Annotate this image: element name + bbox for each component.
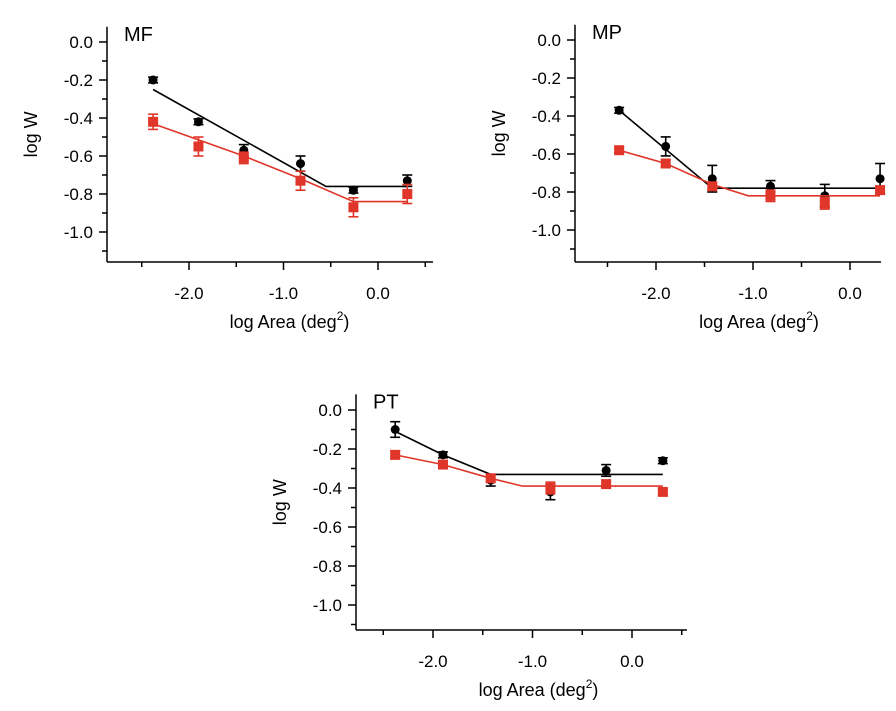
y-tick-label: 0.0 (537, 31, 561, 50)
data-point (875, 174, 885, 184)
x-tick-label: -1.0 (518, 652, 547, 671)
data-point (545, 483, 556, 493)
y-tick-label: -0.4 (313, 479, 342, 498)
fit-line (152, 122, 408, 203)
data-point (295, 175, 306, 186)
x-axis-title: log Area (deg2) (479, 677, 599, 700)
y-tick-label: -0.4 (64, 109, 93, 128)
y-tick-label: -0.4 (532, 107, 561, 126)
data-point (765, 181, 775, 191)
data-point (148, 75, 158, 85)
data-point (437, 459, 448, 470)
series-0 (614, 105, 886, 208)
x-tick-label: -1.0 (269, 284, 298, 303)
y-axis-title: log W (21, 111, 41, 157)
x-axis-title-close: ) (592, 680, 598, 700)
data-point (601, 465, 611, 475)
data-point (402, 189, 413, 199)
panel-title: MP (592, 22, 622, 44)
y-tick-label: -1.0 (313, 596, 342, 615)
y-tick-label: -0.6 (313, 518, 342, 537)
fit-line (152, 88, 408, 188)
y-tick-label: -0.8 (64, 185, 93, 204)
x-axis-title: log Area (deg2) (230, 309, 350, 332)
x-axis-title-superscript: 2 (337, 309, 344, 323)
y-tick-label: -1.0 (64, 223, 93, 242)
x-tick-label: 0.0 (366, 284, 390, 303)
data-point (661, 141, 671, 151)
y-tick-label: -0.2 (532, 69, 561, 88)
x-axis-title-superscript: 2 (806, 309, 813, 323)
x-axis-title-main: log Area (deg (230, 312, 337, 332)
data-point (601, 479, 612, 490)
data-point (193, 117, 203, 127)
data-point (707, 181, 718, 192)
y-axis-title: log W (270, 479, 290, 525)
y-tick-label: 0.0 (69, 33, 93, 52)
x-axis-title-main: log Area (deg (479, 680, 586, 700)
series-0 (390, 420, 668, 501)
panel-title: MF (124, 24, 153, 46)
series-0 (148, 75, 413, 195)
y-tick-label: -0.8 (313, 557, 342, 576)
x-tick-label: -2.0 (641, 284, 670, 303)
data-point (348, 185, 358, 195)
x-axis-title-main: log Area (deg (699, 312, 806, 332)
series-1 (148, 113, 413, 218)
data-point (875, 185, 886, 196)
data-point (438, 450, 448, 460)
data-point (390, 449, 401, 460)
data-point (765, 190, 776, 201)
data-point (707, 174, 717, 184)
data-point (819, 198, 830, 209)
y-tick-label: -0.8 (532, 183, 561, 202)
data-point (296, 159, 306, 169)
panel-title: PT (373, 391, 399, 413)
data-point (660, 158, 671, 169)
y-tick-label: -0.6 (532, 145, 561, 164)
fit-line (394, 430, 663, 476)
data-point (614, 105, 624, 115)
panel-pt: 0.0 -0.2 -0.4 -0.6 -0.8 -1.0 -2.0 -1.0 0.0 log W l… (270, 391, 687, 700)
series-1 (614, 145, 886, 210)
x-tick-label: 0.0 (620, 652, 644, 671)
data-point (238, 152, 249, 163)
x-axis-title: log Area (deg2) (699, 309, 819, 332)
data-point (148, 116, 159, 127)
y-tick-label: 0.0 (318, 401, 342, 420)
data-point (390, 425, 400, 434)
data-point (402, 176, 412, 186)
x-tick-label: -1.0 (738, 284, 767, 303)
fit-line (618, 109, 881, 189)
panel-mp: 0.0 -0.2 -0.4 -0.6 -0.8 -1.0 -2.0 -1.0 0.0 log W l… (489, 22, 886, 332)
x-tick-label: -2.0 (174, 284, 203, 303)
x-axis-title-close: ) (343, 312, 349, 332)
series-1 (390, 449, 668, 497)
x-tick-label: 0.0 (838, 284, 862, 303)
data-point (658, 456, 668, 466)
data-point (485, 473, 496, 484)
fit-line (395, 454, 663, 487)
data-point (348, 202, 359, 213)
y-tick-label: -1.0 (532, 221, 561, 240)
data-point (657, 486, 668, 497)
data-point (614, 145, 625, 156)
data-point (193, 141, 204, 152)
y-tick-label: -0.2 (313, 440, 342, 459)
y-tick-label: -0.2 (64, 71, 93, 90)
x-axis-title-superscript: 2 (586, 677, 593, 691)
panel-mf: 0.0 -0.2 -0.4 -0.6 -0.8 -1.0 -2.0 -1.0 0.0 log W l… (21, 24, 433, 332)
y-tick-label: -0.6 (64, 147, 93, 166)
x-tick-label: -2.0 (418, 652, 447, 671)
y-axis-title: log W (489, 110, 509, 156)
x-axis-title-close: ) (813, 312, 819, 332)
